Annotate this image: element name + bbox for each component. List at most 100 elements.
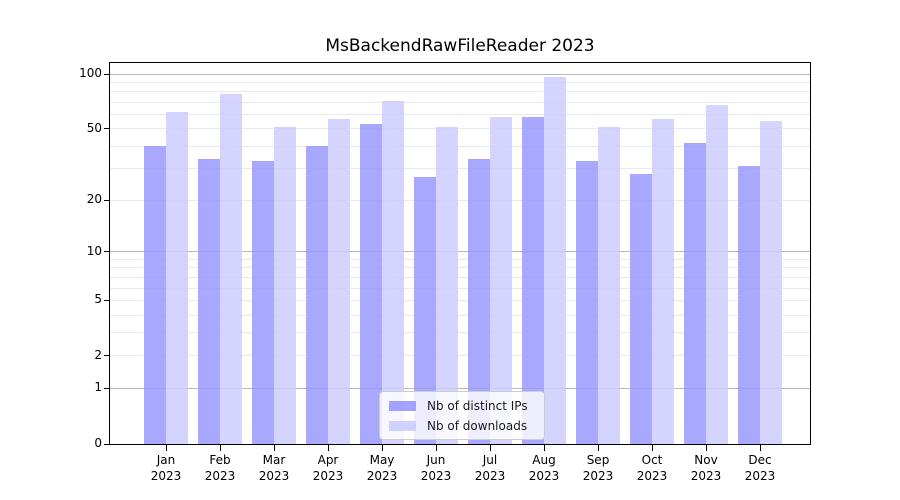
y-tick-label: 100: [79, 66, 102, 81]
y-tick-label: 2: [94, 347, 102, 362]
x-tick: [759, 445, 761, 451]
x-tick: [273, 445, 275, 451]
y-tick: [104, 128, 110, 130]
x-tick-label-year: 2023: [582, 469, 614, 483]
x-tick-label-month: Apr: [317, 453, 339, 467]
y-tick-label: 10: [86, 243, 102, 258]
x-tick-label: Jul 2023: [462, 452, 518, 484]
bar-distinct-ips: [630, 174, 652, 444]
x-tick-label-month: Jul: [482, 453, 498, 467]
x-tick-label-month: Jan: [156, 453, 176, 467]
x-tick-label: Dec 2023: [732, 452, 788, 484]
gridline-minor: [110, 258, 810, 260]
bar-downloads: [382, 101, 404, 444]
y-tick: [104, 387, 110, 389]
gridline-minor: [110, 332, 810, 334]
x-tick: [165, 445, 167, 451]
x-tick-label-month: Sep: [586, 453, 610, 467]
bar-distinct-ips: [414, 176, 436, 444]
x-tick-label: Jan 2023: [138, 452, 194, 484]
gridline-major: [110, 251, 810, 253]
x-tick-label: Apr 2023: [300, 452, 356, 484]
x-tick-label: Oct 2023: [624, 452, 680, 484]
x-tick-label-month: May: [369, 453, 395, 467]
legend-label-distinct-ips: Nb of distinct IPs: [427, 399, 528, 413]
x-tick: [705, 445, 707, 451]
bar-downloads: [760, 121, 782, 444]
x-tick-label-year: 2023: [312, 469, 344, 483]
x-tick-label-year: 2023: [744, 469, 776, 483]
x-tick-label-year: 2023: [528, 469, 560, 483]
bar-distinct-ips: [306, 146, 328, 444]
gridline-minor: [110, 145, 810, 147]
x-tick-label-year: 2023: [204, 469, 236, 483]
legend-item-distinct-ips: Nb of distinct IPs: [389, 399, 535, 413]
x-tick-label-month: Dec: [748, 453, 772, 467]
gridline-minor: [110, 82, 810, 83]
x-tick-label-month: Mar: [262, 453, 286, 467]
x-tick-label-year: 2023: [150, 469, 182, 483]
y-tick-label: 1: [94, 380, 102, 395]
bar-downloads: [436, 127, 458, 444]
x-tick-label: May 2023: [354, 452, 410, 484]
x-tick: [651, 445, 653, 451]
y-tick-label: 50: [86, 120, 102, 135]
bar-downloads: [220, 93, 242, 444]
x-tick: [381, 445, 383, 451]
gridline-minor: [110, 91, 810, 93]
y-tick: [104, 73, 110, 75]
bar-downloads: [652, 118, 674, 444]
x-tick-label-year: 2023: [420, 469, 452, 483]
bar-distinct-ips: [198, 159, 220, 444]
bar-distinct-ips: [360, 124, 382, 444]
gridline-minor: [110, 199, 810, 201]
x-tick-label: Feb 2023: [192, 452, 248, 484]
gridline-minor: [110, 128, 810, 130]
x-tick-label-year: 2023: [366, 469, 398, 483]
y-tick: [104, 443, 110, 445]
y-tick: [104, 299, 110, 301]
x-tick-label-year: 2023: [474, 469, 506, 483]
y-tick-label: 20: [86, 192, 102, 206]
x-tick: [219, 445, 221, 451]
x-tick-label-month: Feb: [209, 453, 231, 467]
legend-item-downloads: Nb of downloads: [389, 419, 535, 433]
x-tick: [543, 445, 545, 451]
legend-swatch-distinct-ips-icon: [389, 401, 416, 411]
bar-distinct-ips: [576, 161, 598, 444]
bar-downloads: [544, 77, 566, 444]
x-tick-label-month: Oct: [641, 453, 663, 467]
gridline-major: [110, 387, 810, 389]
x-tick-label-year: 2023: [690, 469, 722, 483]
x-tick-label: Sep 2023: [570, 452, 626, 484]
x-tick-label-year: 2023: [636, 469, 668, 483]
bar-downloads: [490, 117, 512, 444]
gridline-minor: [110, 276, 810, 278]
gridline-minor: [110, 299, 810, 301]
x-tick: [435, 445, 437, 451]
bar-downloads: [274, 127, 296, 444]
legend-swatch-downloads-icon: [389, 421, 416, 431]
y-tick: [104, 199, 110, 201]
bar-downloads: [598, 127, 620, 444]
x-tick-label-month: Jun: [426, 453, 446, 467]
y-tick-label: 5: [94, 292, 102, 307]
bar-distinct-ips: [684, 142, 706, 444]
y-tick: [104, 355, 110, 357]
y-tick: [104, 251, 110, 253]
y-tick-label: 0: [94, 436, 102, 450]
gridline-minor: [110, 168, 810, 170]
bar-downloads: [706, 104, 728, 444]
x-tick-label: Aug 2023: [516, 452, 572, 484]
gridline-minor: [110, 267, 810, 269]
gridline-minor: [110, 101, 810, 103]
bar-distinct-ips: [468, 159, 490, 444]
x-tick: [597, 445, 599, 451]
bar-downloads: [166, 111, 188, 444]
gridline-minor: [110, 287, 810, 289]
gridline-minor: [110, 114, 810, 115]
bar-downloads: [328, 118, 350, 444]
plot-area: Nb of distinct IPs Nb of downloads: [109, 62, 811, 445]
x-tick: [327, 445, 329, 451]
